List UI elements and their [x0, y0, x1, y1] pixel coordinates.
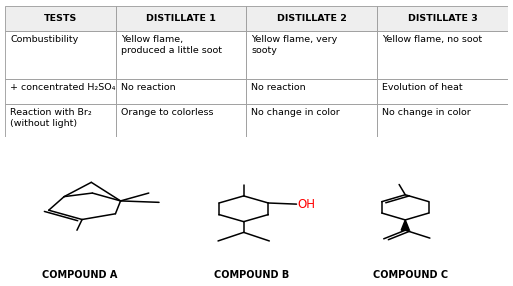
Bar [246, 6, 377, 31]
Polygon shape [401, 220, 409, 230]
Text: Evolution of heat: Evolution of heat [382, 83, 463, 92]
Bar [246, 80, 377, 104]
Text: Orange to colorless: Orange to colorless [121, 108, 213, 117]
Bar [377, 104, 508, 137]
Text: + concentrated H₂SO₄: + concentrated H₂SO₄ [10, 83, 115, 92]
Text: No change in color: No change in color [382, 108, 471, 117]
Bar [116, 80, 246, 104]
Text: Yellow flame, no soot: Yellow flame, no soot [382, 35, 482, 44]
Bar [5, 31, 116, 80]
Bar [5, 80, 116, 104]
Text: DISTILLATE 1: DISTILLATE 1 [146, 14, 216, 23]
Bar [377, 31, 508, 80]
Text: TESTS: TESTS [44, 14, 77, 23]
Text: COMPOUND C: COMPOUND C [373, 270, 448, 280]
Text: Reaction with Br₂
(without light): Reaction with Br₂ (without light) [10, 108, 92, 128]
Text: Combustibility: Combustibility [10, 35, 78, 44]
Text: DISTILLATE 2: DISTILLATE 2 [277, 14, 347, 23]
Text: COMPOUND B: COMPOUND B [214, 270, 289, 280]
Bar [246, 31, 377, 80]
Bar [116, 104, 246, 137]
Text: No reaction: No reaction [121, 83, 175, 92]
Bar [5, 104, 116, 137]
Text: COMPOUND A: COMPOUND A [42, 270, 117, 280]
Text: Yellow flame,
produced a little soot: Yellow flame, produced a little soot [121, 35, 222, 55]
Text: No change in color: No change in color [251, 108, 340, 117]
Bar [246, 104, 377, 137]
Text: DISTILLATE 3: DISTILLATE 3 [408, 14, 478, 23]
Text: Yellow flame, very
sooty: Yellow flame, very sooty [251, 35, 338, 55]
Text: OH: OH [298, 198, 315, 210]
Bar [5, 6, 116, 31]
Bar [377, 80, 508, 104]
Bar [116, 31, 246, 80]
Bar [377, 6, 508, 31]
Bar [116, 6, 246, 31]
Text: No reaction: No reaction [251, 83, 306, 92]
